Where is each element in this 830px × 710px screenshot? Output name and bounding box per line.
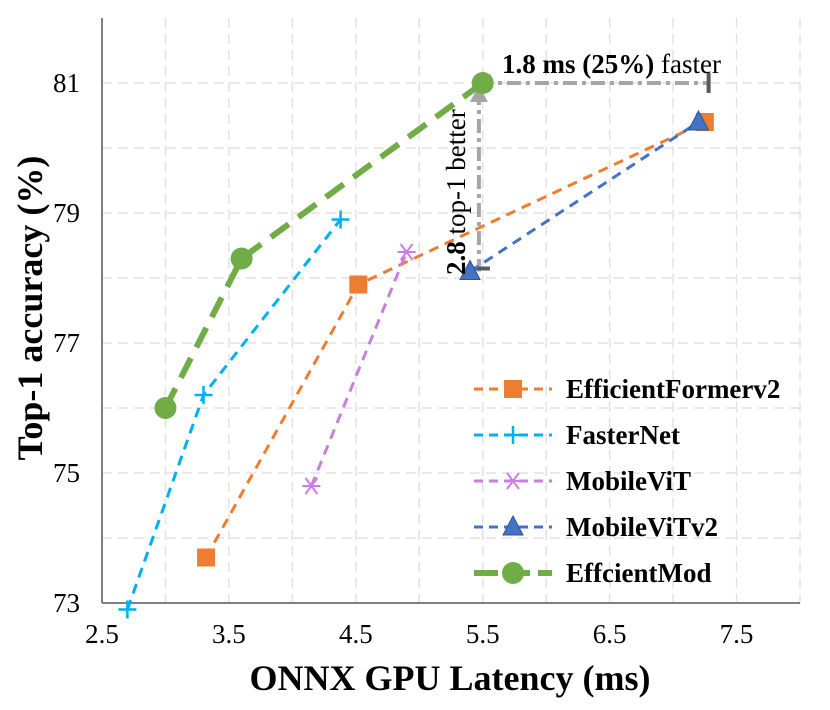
data-point	[194, 386, 213, 404]
data-point	[230, 247, 253, 270]
legend-entry: FasterNet	[566, 420, 680, 450]
data-point	[349, 275, 368, 294]
data-point	[397, 243, 416, 261]
x-tick-label: 5.5	[466, 619, 500, 649]
legend-marker	[504, 380, 522, 398]
legend-entry: EfficientFormerv2	[566, 374, 780, 404]
legend-marker	[504, 426, 522, 444]
legend-entry: MobileViT	[566, 466, 691, 496]
legend: EfficientFormerv2 FasterNet MobileViT Mobil…	[474, 374, 780, 588]
y-tick-label: 81	[53, 68, 80, 98]
tick-labels: 2.5 3.5 4.5 5.5 6.5 7.5 73 75 77 79 81	[53, 68, 753, 649]
annotation-vertical-arrow	[469, 85, 488, 102]
y-tick-label: 75	[53, 458, 80, 488]
axes	[101, 18, 800, 604]
y-tick-label: 79	[53, 198, 80, 228]
y-tick-label: 73	[53, 588, 80, 618]
data-point	[471, 72, 494, 94]
y-axis-title: Top-1 accuracy (%)	[10, 156, 50, 461]
data-point	[154, 397, 177, 419]
data-point	[459, 259, 481, 280]
series-line	[162, 80, 485, 410]
x-tick-label: 6.5	[593, 619, 627, 649]
data-point	[302, 477, 321, 495]
legend-marker	[502, 562, 524, 584]
series-line	[310, 251, 408, 487]
data-point	[197, 548, 216, 567]
series-layer	[118, 72, 714, 619]
x-tick-label: 2.5	[85, 619, 119, 649]
x-tick-label: 3.5	[212, 619, 246, 649]
legend-entry: MobileViTv2	[566, 512, 718, 542]
x-tick-label: 4.5	[339, 619, 373, 649]
legend-entry: EffcientMod	[566, 558, 711, 588]
x-axis-title: ONNX GPU Latency (ms)	[250, 658, 651, 698]
annotation-vertical: 2.8 top-1 better	[441, 109, 471, 275]
x-tick-label: 7.5	[720, 619, 754, 649]
annotation-text: 1.8 ms (25%) faster 2.8 top-1 better	[441, 49, 721, 275]
data-point	[118, 600, 137, 619]
series-line	[469, 120, 700, 273]
annotation-horizontal: 1.8 ms (25%) faster	[502, 49, 721, 79]
y-tick-label: 77	[53, 328, 80, 358]
data-point	[331, 210, 350, 229]
legend-marker	[502, 514, 524, 536]
data-point	[687, 109, 710, 131]
legend-marker	[504, 472, 522, 490]
